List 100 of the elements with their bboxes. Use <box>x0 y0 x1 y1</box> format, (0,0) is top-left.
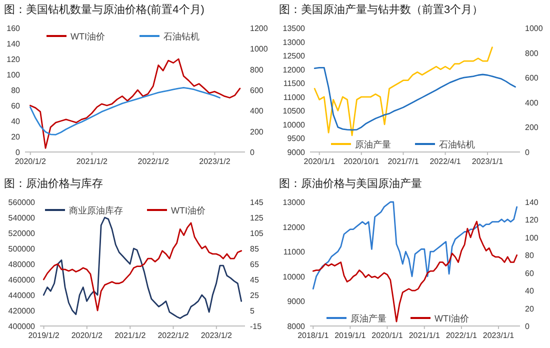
y2-tick-label: 105 <box>250 229 264 238</box>
y2-tick-label: 140 <box>525 198 539 207</box>
y-tick-label: 12000 <box>282 65 306 74</box>
x-tick-label: 2021/1/2 <box>76 157 108 166</box>
x-tick-label: 2021/1/2 <box>114 331 146 340</box>
y2-tick-label: 0 <box>525 148 530 157</box>
y-tick-label: 440000 <box>8 291 36 300</box>
y2-tick-label: 200 <box>250 127 264 136</box>
x-tick-label: 2023/1/1 <box>482 331 515 340</box>
x-tick-label: 2020/1/1 <box>372 331 404 340</box>
chart-title: 图：美国原油产量与钻井数（前置3个月） <box>279 3 484 16</box>
line-series <box>312 201 518 290</box>
y2-tick-label: 400 <box>250 106 264 116</box>
x-tick-label: 2022/1/1 <box>446 331 478 340</box>
y-tick-label: 100 <box>6 70 21 80</box>
x-tick-label: 2022/1/2 <box>158 331 190 340</box>
legend-label: 石油钻机 <box>439 140 475 150</box>
legend-label: 原油产量 <box>350 314 386 324</box>
y-tick-label: 8000 <box>287 322 306 331</box>
x-tick-label: 2020/1/1 <box>304 157 336 166</box>
x-tick-label: 2019/1/2 <box>28 331 60 340</box>
x-tick-label: 2023/1/1 <box>472 157 504 166</box>
y-tick-label: 9500 <box>287 134 306 144</box>
y2-tick-label: 80 <box>525 251 534 260</box>
y-tick-label: 10500 <box>282 106 306 116</box>
legend-label: WTI油价 <box>171 206 206 216</box>
y2-tick-label: 125 <box>250 214 264 222</box>
y2-tick-label: 65 <box>250 260 260 269</box>
x-tick-label: 2023/1/2 <box>199 157 231 166</box>
y2-tick-label: 145 <box>250 198 264 207</box>
y2-tick-label: 0 <box>250 148 255 157</box>
y-tick-label: 40 <box>11 117 21 126</box>
x-tick-label: 2022/4/1 <box>430 157 462 166</box>
y-tick-label: 480000 <box>8 260 36 269</box>
y-tick-label: 9000 <box>287 148 306 157</box>
x-tick-label: 2018/1/1 <box>298 331 330 340</box>
chart-title: 图：原油价格与美国原油产量 <box>279 177 422 190</box>
y2-tick-label: 800 <box>525 48 539 58</box>
legend-label: WTI油价 <box>70 32 105 42</box>
y-tick-label: 420000 <box>8 306 36 316</box>
y2-tick-label: 5 <box>250 306 255 316</box>
x-tick-label: 2020/1/2 <box>71 331 104 340</box>
y-tick-label: 10000 <box>282 120 306 130</box>
y2-tick-label: 1000 <box>250 44 268 54</box>
y-tick-label: 80 <box>11 86 21 95</box>
y-tick-label: 11500 <box>283 79 306 88</box>
y-tick-label: 460000 <box>8 276 36 284</box>
y-tick-label: 400000 <box>8 322 36 331</box>
y2-tick-label: 200 <box>525 123 539 132</box>
y-tick-label: 0 <box>16 148 21 157</box>
y-tick-label: 13500 <box>282 24 306 33</box>
x-tick-label: 2019/1/1 <box>334 331 366 340</box>
legend-label: 石油钻机 <box>164 32 200 42</box>
y-tick-label: 20 <box>11 132 21 142</box>
y2-tick-label: 600 <box>250 86 264 95</box>
y2-tick-label: 0 <box>525 322 530 331</box>
y2-tick-label: -15 <box>250 322 262 331</box>
y-tick-label: 120 <box>6 55 21 64</box>
x-tick-label: 2021/7/1 <box>388 157 420 166</box>
y-tick-label: 12500 <box>282 52 306 61</box>
line-series <box>314 46 493 136</box>
y2-tick-label: 85 <box>250 244 260 254</box>
x-tick-label: 2020/1/2 <box>14 157 47 166</box>
y2-tick-label: 400 <box>525 98 539 108</box>
y-tick-label: 13000 <box>282 198 306 207</box>
y-tick-label: 560000 <box>8 198 36 207</box>
y2-tick-label: 100 <box>525 233 539 242</box>
y2-tick-label: 600 <box>525 74 539 83</box>
legend-label: 商业原油库存 <box>69 206 123 216</box>
y2-tick-label: 40 <box>525 286 534 296</box>
y-tick-label: 160 <box>6 24 21 33</box>
chart-title: 图：美国钻机数量与原油价格(前置4个月) <box>4 3 204 16</box>
x-tick-label: 2020/10/1 <box>344 157 380 166</box>
y2-tick-label: 45 <box>250 276 260 284</box>
x-tick-label: 2021/1/1 <box>408 331 441 340</box>
y2-tick-label: 20 <box>525 304 534 314</box>
y2-tick-label: 120 <box>525 216 539 225</box>
y-tick-label: 540000 <box>8 214 36 222</box>
y2-tick-label: 60 <box>525 268 534 278</box>
y-tick-label: 12000 <box>282 222 306 232</box>
y2-tick-label: 1200 <box>250 24 268 33</box>
y-tick-label: 11000 <box>283 92 306 102</box>
line-series <box>312 220 518 322</box>
y-tick-label: 500000 <box>8 244 36 254</box>
y-tick-label: 520000 <box>8 229 36 238</box>
x-tick-label: 2023/1/2 <box>200 331 233 340</box>
line-series <box>30 58 241 149</box>
y-tick-label: 11000 <box>283 248 306 257</box>
y-tick-label: 13000 <box>282 38 306 47</box>
y-tick-label: 140 <box>6 40 21 48</box>
legend-label: WTI油价 <box>434 314 469 324</box>
y2-tick-label: 25 <box>250 291 260 300</box>
y2-tick-label: 800 <box>250 65 264 74</box>
legend-label: 原油产量 <box>355 140 391 150</box>
chart-title: 图：原油价格与库存 <box>4 177 103 190</box>
y2-tick-label: 1000 <box>525 24 544 33</box>
y-tick-label: 60 <box>11 102 21 110</box>
line-series <box>314 66 516 131</box>
x-tick-label: 2022/1/2 <box>138 157 170 166</box>
y-tick-label: 10000 <box>282 272 306 282</box>
